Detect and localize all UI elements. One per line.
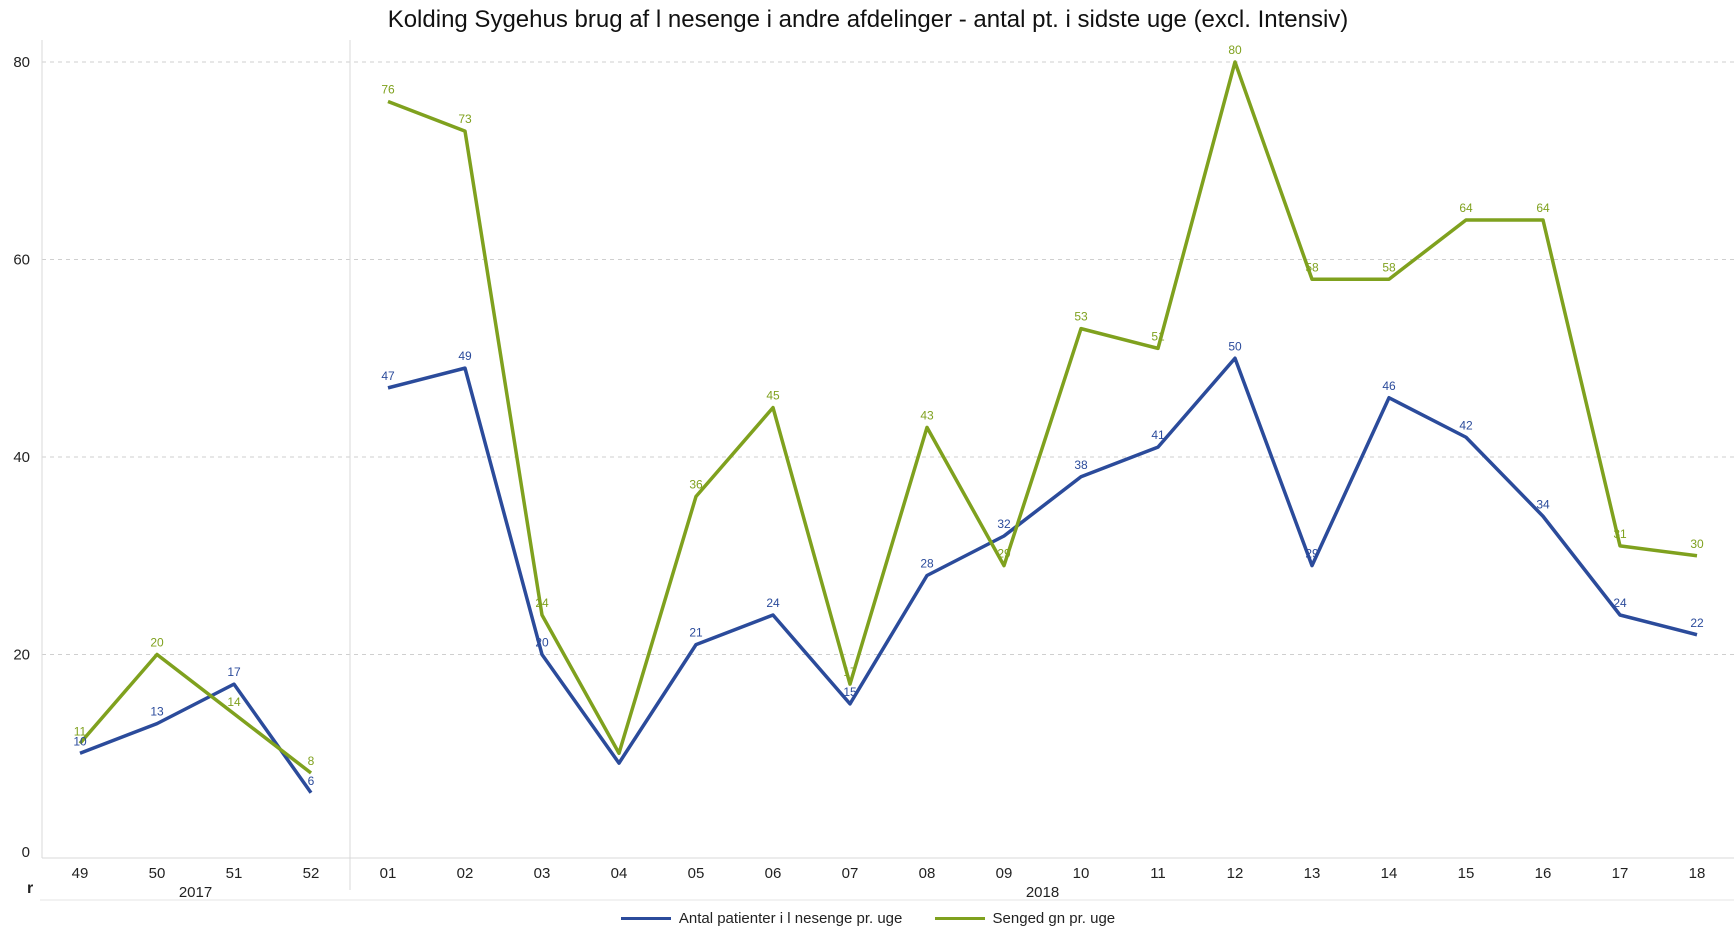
row-header-letter: r: [27, 880, 34, 897]
x-tick-label-2018-10: 10: [1073, 865, 1090, 882]
data-label-layer: 10 13 17 6 47 49 20 21 24 15 28 32 38 41 50 29 46 42 34 24 2…: [73, 43, 1704, 788]
data-label-series-2-11: 43: [920, 408, 934, 422]
x-tick-label-2018-14: 14: [1381, 865, 1398, 882]
data-label-series-2-9: 45: [766, 389, 780, 403]
year-label-2018: 2018: [1026, 884, 1059, 901]
x-tick-label-2018-18: 18: [1689, 865, 1706, 882]
data-label-series-1-11: 28: [920, 557, 934, 571]
data-label-series-2-6: 24: [535, 596, 549, 610]
y-tick-label-60: 60: [13, 252, 30, 269]
series-1-line-2018: [387, 356, 1698, 765]
data-label-series-1-14: 41: [1151, 428, 1165, 442]
data-label-series-2-15: 80: [1228, 43, 1242, 57]
data-label-series-1-10: 15: [843, 685, 857, 699]
data-label-series-1-18: 42: [1459, 418, 1473, 432]
data-label-series-1-0: 10: [73, 734, 87, 748]
series-1-line-2017: [79, 682, 313, 794]
data-label-series-1-15: 50: [1228, 339, 1242, 353]
x-tick-label-2017-52: 52: [303, 865, 320, 882]
data-label-series-1-13: 38: [1074, 458, 1088, 472]
x-tick-label-2017-50: 50: [149, 865, 166, 882]
x-tick-label-2018-11: 11: [1150, 865, 1166, 882]
data-label-series-2-1: 20: [150, 636, 164, 650]
x-tick-label-2018-16: 16: [1535, 865, 1552, 882]
x-tick-label-2018-05: 05: [688, 865, 705, 882]
data-label-series-2-14: 51: [1151, 329, 1165, 343]
x-tick-label-2017-51: 51: [226, 865, 243, 882]
data-label-series-2-13: 53: [1074, 310, 1088, 324]
data-label-series-1-1: 13: [150, 705, 164, 719]
data-label-series-2-5: 73: [458, 112, 472, 126]
legend: Antal patienter i l nesenge pr. uge Seng…: [0, 907, 1736, 927]
data-label-series-2-17: 58: [1382, 260, 1396, 274]
legend-label-series-2: Senged gn pr. uge: [992, 910, 1116, 927]
data-label-series-1-12: 32: [997, 517, 1011, 531]
data-label-series-1-5: 49: [458, 349, 472, 363]
data-label-series-1-8: 21: [689, 626, 703, 640]
legend-item-series-1: Antal patienter i l nesenge pr. uge: [620, 910, 903, 927]
data-label-series-1-16: 29: [1305, 547, 1319, 561]
data-label-series-1-6: 20: [535, 636, 549, 650]
x-tick-label-2018-03: 03: [534, 865, 551, 882]
data-label-series-1-4: 47: [381, 369, 395, 383]
data-label-series-2-12: 29: [997, 547, 1011, 561]
data-label-series-2-2: 14: [227, 695, 241, 709]
data-label-series-2-18: 64: [1459, 201, 1473, 215]
data-label-series-1-9: 24: [766, 596, 780, 610]
legend-swatch-series-1: [620, 917, 671, 920]
x-tick-label-2018-02: 02: [457, 865, 474, 882]
data-label-series-2-19: 64: [1536, 201, 1550, 215]
grid-layer: [42, 61, 1734, 655]
x-tick-label-2017-49: 49: [72, 865, 89, 882]
y-tick-label-0: 0: [22, 844, 30, 861]
data-label-series-2-20: 31: [1613, 527, 1627, 541]
x-tick-label-2018-17: 17: [1612, 865, 1629, 882]
data-label-series-2-16: 58: [1305, 260, 1319, 274]
data-label-series-1-3: 6: [308, 774, 315, 788]
year-label-2017: 2017: [179, 884, 212, 901]
legend-item-series-2: Senged gn pr. uge: [934, 910, 1116, 927]
x-tick-label-2018-12: 12: [1227, 865, 1244, 882]
data-label-series-2-8: 36: [689, 478, 703, 492]
x-tick-label-2018-06: 06: [765, 865, 782, 882]
data-label-series-1-19: 34: [1536, 497, 1550, 511]
data-label-series-1-17: 46: [1382, 379, 1396, 393]
legend-label-series-1: Antal patienter i l nesenge pr. uge: [678, 910, 903, 927]
chart-title: Kolding Sygehus brug af l nesenge i andr…: [387, 6, 1349, 33]
data-label-series-2-10: 17: [843, 665, 857, 679]
x-tick-label-2018-15: 15: [1458, 865, 1475, 882]
y-tick-label-40: 40: [13, 449, 30, 466]
series-2-line-2018: [387, 60, 1698, 755]
series-layer: [78, 60, 1698, 794]
x-tick-label-2018-08: 08: [919, 865, 936, 882]
data-label-series-1-2: 17: [227, 665, 241, 679]
x-tick-label-2018-09: 09: [996, 865, 1013, 882]
series-2-line-2017: [78, 652, 313, 775]
x-tick-label-2018-01: 01: [380, 865, 397, 882]
data-label-series-2-0: 11: [74, 724, 87, 738]
y-tick-label-20: 20: [13, 647, 30, 664]
x-tick-label-2018-13: 13: [1304, 865, 1321, 882]
legend-swatch-series-2: [934, 917, 985, 920]
y-tick-label-80: 80: [13, 54, 30, 71]
data-label-series-1-21: 22: [1690, 616, 1704, 630]
x-tick-label-2018-07: 07: [842, 865, 859, 882]
data-label-series-2-21: 30: [1690, 537, 1704, 551]
x-tick-label-2018-04: 04: [611, 865, 628, 882]
data-label-series-2-3: 8: [308, 754, 315, 768]
data-label-series-1-20: 24: [1613, 596, 1627, 610]
data-label-series-2-4: 76: [381, 83, 395, 97]
